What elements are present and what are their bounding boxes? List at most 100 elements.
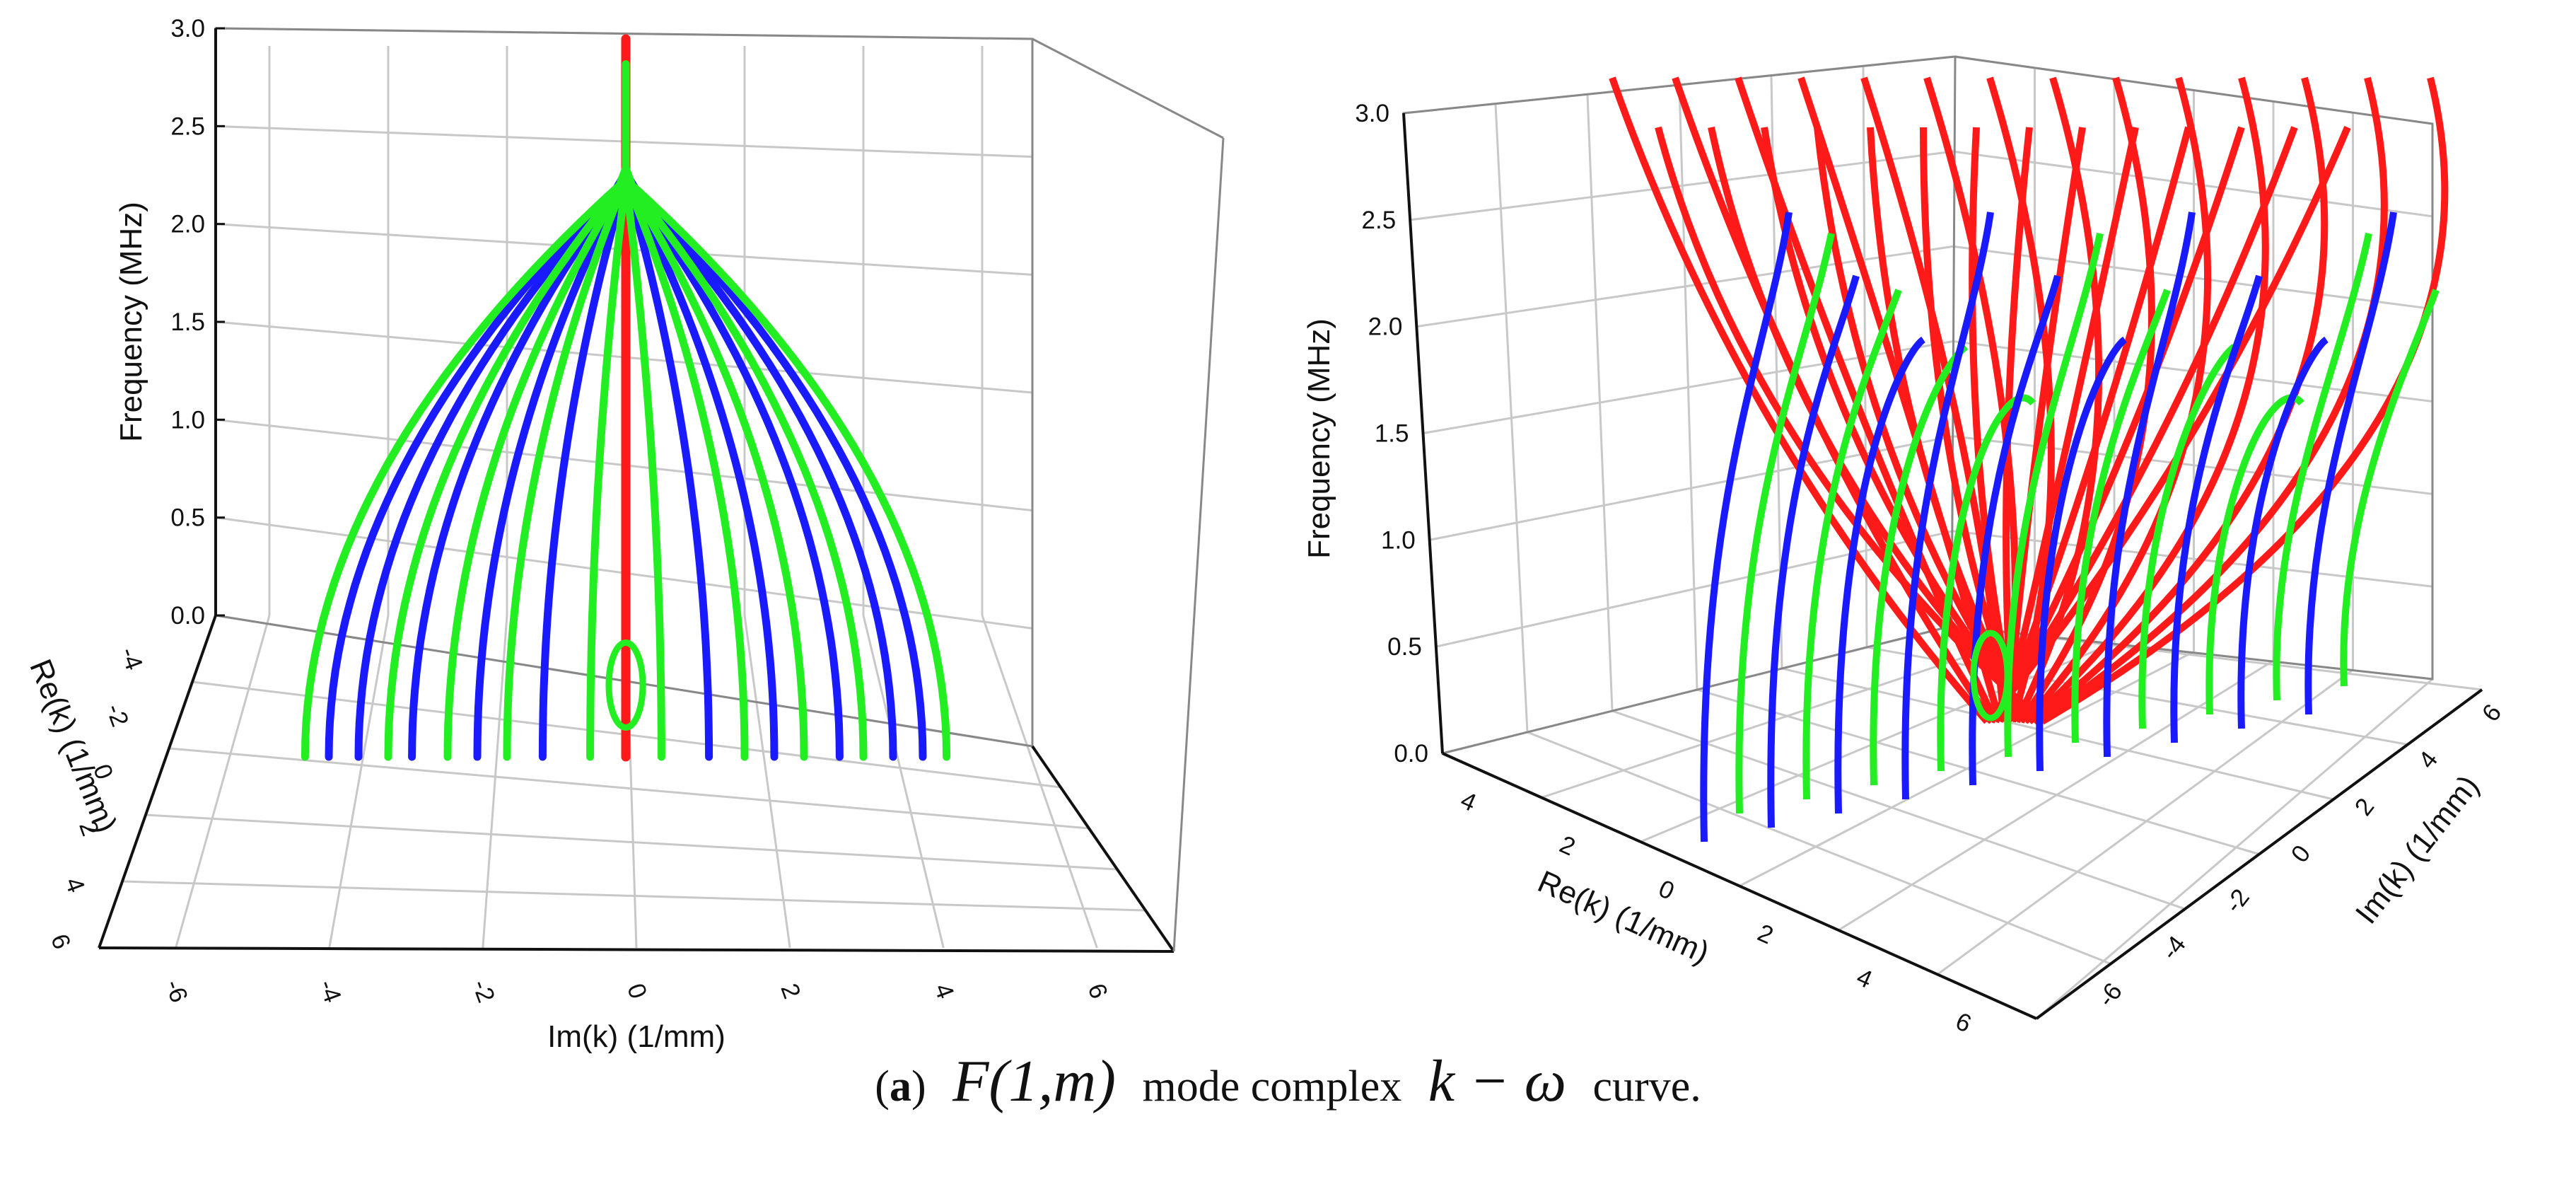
right-z-axis-label: Frequency (MHz) [1302,318,1336,559]
caption-label: (a) [875,1062,926,1111]
left-z-tick: 1.5 [170,308,205,336]
right-series-complex [1870,344,1969,786]
right-grid-vline [1586,94,1614,712]
left-series-branch [503,104,630,761]
left-x-tick: -4 [313,976,346,1007]
left-floor-right [1031,745,1175,953]
left-y-tick: -2 [100,700,134,731]
figure-caption: (a) F(1,m) mode complex k − ω curve. [0,1047,2576,1116]
right-floor-line2 [1696,688,2260,855]
right-series-real [2036,76,2388,725]
right-y-tick: 2 [2350,793,2380,821]
left-floor-front [98,946,1175,953]
right-series-complex [2205,394,2304,715]
left-right-edge2 [1172,137,1225,952]
right-z-tick: 0.0 [1394,740,1428,768]
caption-k-omega: k − ω [1428,1048,1567,1114]
right-y-tick: -6 [2092,978,2128,1012]
left-floor-line [168,747,1090,830]
left-series-branch [622,65,927,761]
right-floor-line2 [1527,731,2111,965]
right-y-axis [2035,688,2483,1020]
right-series-imag [1901,212,1994,800]
left-floor-left [98,615,217,949]
left-series-branch [586,122,630,761]
left-x-axis-label: Im(k) (1/mm) [547,1019,725,1054]
right-z-tick: 3.0 [1355,100,1389,127]
right-y-axis-label: Im(k) (1/mm) [2349,769,2486,931]
left-y-tick: 4 [59,874,90,896]
right-series-imag [1834,336,1926,814]
left-series-branch [622,112,713,761]
right-series-complex [1735,232,1835,814]
left-x-tick: 6 [1083,980,1113,1002]
right-series-real [2005,127,2086,722]
right-grid-vline [1678,85,1698,690]
caption-mode-symbol: F(1,m) [952,1048,1117,1114]
left-x-tick: 2 [775,980,805,1002]
left-curves [301,34,951,762]
right-x-axis [1442,752,2037,1020]
left-series-branch [622,104,749,761]
left-z-tick: 2.5 [170,112,205,140]
left-series-branch [443,91,630,761]
right-back-right [1951,55,2434,680]
left-x-tick: 4 [928,980,959,1002]
right-series-complex [2340,289,2440,687]
left-grid [98,27,1175,953]
right-series-imag [1767,274,1860,828]
right-series-imag [2036,336,2128,772]
left-z-axis-label: Frequency (MHz) [114,202,148,442]
right-y-tick: 0 [2286,840,2316,867]
right-x-tick: 6 [1952,1007,1976,1038]
right-y-tick: -2 [2220,884,2255,918]
right-chart: 0.0 0.5 1.0 1.5 2.0 2.5 3.0 4 2 0 2 4 6 6 4 2 0 -2 -4 -6 Re… [1302,55,2507,1038]
right-floor-line [2036,678,2433,1020]
left-floor-depth [981,615,1098,949]
right-x-tick: 2 [1556,830,1580,862]
right-series-real [2040,76,2449,725]
right-x-tick: 2 [1754,919,1778,950]
left-z-tick: 0.0 [170,602,205,630]
left-z-tick: 1.0 [170,406,205,434]
left-y-tick: -4 [115,644,148,674]
right-series-real [2000,126,2139,723]
left-floor-line [145,813,1118,871]
right-series-real [1708,126,2041,724]
right-y-tick: -4 [2156,931,2191,966]
left-series-branch [538,112,630,761]
right-grid-vline [1862,66,1868,648]
left-floor-depth [862,615,945,949]
caption-text-mid: mode complex [1142,1062,1402,1111]
left-z-tick: 3.0 [170,15,205,42]
right-x-axis-label: Re(k) (1/mm) [1533,864,1715,971]
right-z-tick: 2.5 [1362,207,1397,234]
right-curves [1609,76,2449,842]
right-series-real [2013,76,2103,724]
left-y-tick: 6 [45,930,76,953]
left-series-branch [622,60,951,761]
right-z-tick: 1.0 [1381,526,1416,554]
right-series-complex [1802,289,1902,800]
left-floor-depth [482,615,508,949]
right-series-imag [2304,212,2397,715]
right-series-imag [2170,274,2263,743]
left-series-branch [622,91,808,761]
right-x-tick: 4 [1853,963,1877,994]
left-x-tick: -2 [467,976,500,1007]
right-series-complex [2004,232,2104,758]
left-floor-depth [328,615,390,949]
left-series-loop [605,639,646,731]
left-floor-depth [175,615,271,949]
right-x-tick: 4 [1457,786,1481,817]
right-series-real [1655,126,2045,724]
right-series-imag [2237,336,2329,729]
right-series-complex [2273,232,2372,701]
left-x-tick: 0 [622,980,652,1002]
right-series-real [1609,76,1990,724]
left-right-edge [1032,37,1224,139]
right-y-tick: 4 [2413,746,2444,774]
right-x-tick: 0 [1655,874,1679,905]
